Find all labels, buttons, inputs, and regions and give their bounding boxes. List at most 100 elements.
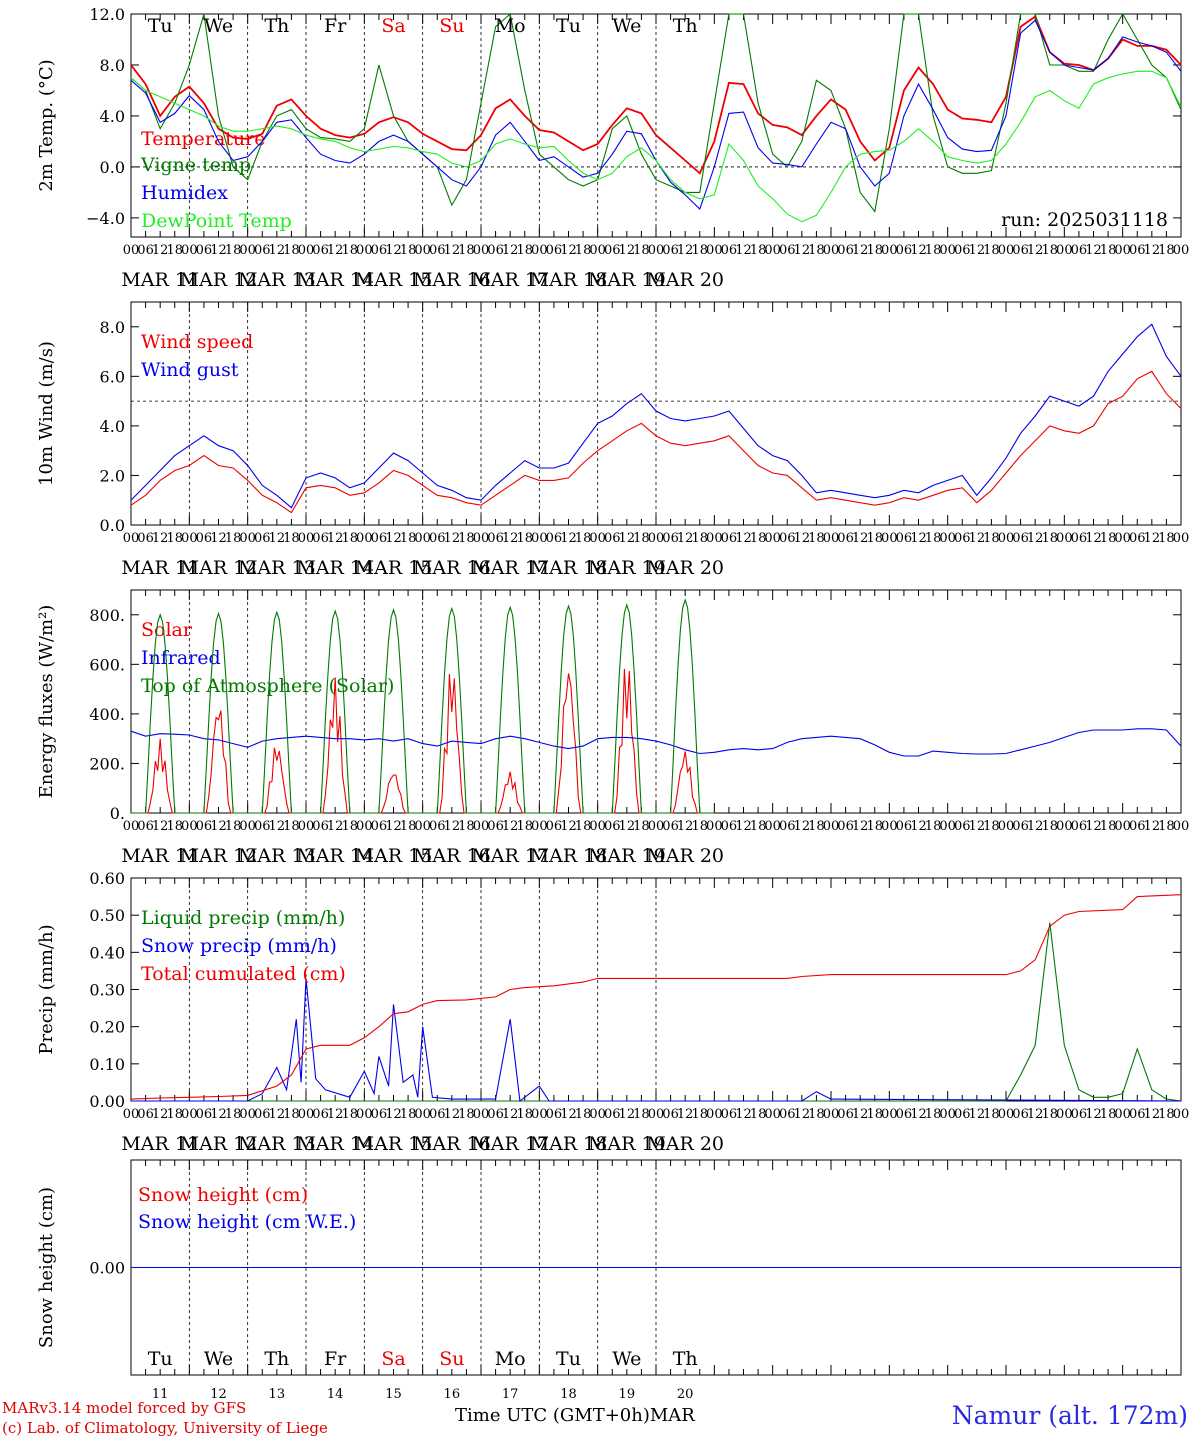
energy-hour-label: 18 (925, 819, 942, 834)
temp-hour-label: 00 (881, 243, 898, 258)
wind-ytick-label: 0.0 (100, 516, 125, 535)
wind-hour-label: 12 (677, 531, 694, 546)
precip-hour-label: 18 (1100, 1107, 1117, 1122)
temp-hour-label: 00 (823, 243, 840, 258)
temp-hour-label: 12 (152, 243, 169, 258)
wind-hour-label: 06 (137, 531, 154, 546)
bottom-day-number: 17 (502, 1387, 519, 1402)
precip-hour-label: 18 (1158, 1107, 1175, 1122)
energy-hour-label: 06 (604, 819, 621, 834)
temp-hour-label: 00 (473, 243, 490, 258)
temp-hour-label: 06 (1129, 243, 1146, 258)
top-day-name: We (204, 15, 233, 37)
precip-hour-label: 18 (808, 1107, 825, 1122)
precip-hour-label: 12 (560, 1107, 577, 1122)
wind-legend-1: Wind gust (141, 359, 239, 381)
precip-hour-label: 12 (502, 1107, 519, 1122)
bottom-day-number: 16 (444, 1387, 461, 1402)
temp-hour-label: 18 (458, 243, 475, 258)
wind-hour-label: 12 (210, 531, 227, 546)
wind-date-label: MAR 20 (646, 557, 724, 579)
bottom-day-name: Sa (381, 1348, 405, 1370)
precip-hour-label: 00 (181, 1107, 198, 1122)
precip-hour-label: 12 (327, 1107, 344, 1122)
precip-hour-label: 06 (837, 1107, 854, 1122)
energy-hour-label: 00 (123, 819, 140, 834)
bottom-day-number: 19 (619, 1387, 636, 1402)
temp-hour-label: 00 (939, 243, 956, 258)
model-credit: MARv3.14 model forced by GFS (2, 1399, 247, 1417)
wind-hour-label: 00 (648, 531, 665, 546)
wind-hour-label: 12 (1144, 531, 1161, 546)
temp-legend-0: Temperature (141, 128, 265, 150)
precip-hour-label: 06 (196, 1107, 213, 1122)
wind-hour-label: 18 (866, 531, 883, 546)
temp-series-vigne-temp (130, 12, 1182, 213)
precip-hour-label: 06 (254, 1107, 271, 1122)
bottom-day-name: Tu (148, 1348, 173, 1370)
energy-hour-label: 18 (283, 819, 300, 834)
energy-hour-label: 18 (866, 819, 883, 834)
wind-hour-label: 06 (487, 531, 504, 546)
temp-hour-label: 12 (1144, 243, 1161, 258)
precip-hour-label: 12 (1144, 1107, 1161, 1122)
energy-hour-label: 00 (706, 819, 723, 834)
energy-hour-label: 12 (152, 819, 169, 834)
temp-hour-label: 18 (283, 243, 300, 258)
wind-hour-label: 12 (969, 531, 986, 546)
precip-hour-label: 18 (458, 1107, 475, 1122)
wind-date-label: MAR 18 (530, 557, 608, 579)
wind-hour-label: 06 (429, 531, 446, 546)
energy-hour-label: 18 (1100, 819, 1117, 834)
snow-ytick-label: 0.00 (89, 1259, 125, 1278)
bottom-day-name: Fr (324, 1348, 347, 1370)
wind-hour-label: 18 (400, 531, 417, 546)
energy-hour-label: 12 (852, 819, 869, 834)
wind-hour-label: 18 (575, 531, 592, 546)
energy-hour-label: 00 (1056, 819, 1073, 834)
bottom-day-number: 12 (210, 1387, 227, 1402)
wind-date-label: MAR 17 (471, 557, 549, 579)
temp-hour-label: 18 (925, 243, 942, 258)
energy-hour-label: 00 (764, 819, 781, 834)
top-day-name: Mo (495, 15, 526, 37)
temp-hour-label: 00 (123, 243, 140, 258)
temp-hour-label: 12 (794, 243, 811, 258)
temp-hour-label: 18 (691, 243, 708, 258)
wind-hour-label: 00 (939, 531, 956, 546)
energy-hour-label: 06 (312, 819, 329, 834)
wind-hour-label: 12 (444, 531, 461, 546)
energy-hour-label: 12 (502, 819, 519, 834)
energy-series-infrared (130, 728, 1182, 757)
bottom-day-number: 15 (385, 1387, 402, 1402)
precip-hour-label: 18 (516, 1107, 533, 1122)
precip-date-label: MAR 20 (646, 1133, 724, 1155)
energy-hour-label: 12 (1085, 819, 1102, 834)
energy-hour-label: 00 (881, 819, 898, 834)
energy-hour-label: 00 (1173, 819, 1190, 834)
precip-hour-label: 06 (371, 1107, 388, 1122)
wind-hour-label: 00 (881, 531, 898, 546)
precip-hour-label: 12 (210, 1107, 227, 1122)
energy-hour-label: 00 (473, 819, 490, 834)
energy-date-label: MAR 12 (180, 845, 258, 867)
precip-ytick-label: 0.00 (89, 1092, 125, 1111)
wind-hour-label: 18 (808, 531, 825, 546)
top-day-name: Tu (556, 15, 581, 37)
wind-hour-label: 18 (166, 531, 183, 546)
energy-hour-label: 00 (239, 819, 256, 834)
wind-hour-label: 06 (604, 531, 621, 546)
bottom-day-number: 20 (677, 1387, 694, 1402)
wind-plot-frame (130, 301, 1182, 526)
energy-ytick-label: 400. (89, 705, 125, 724)
wind-hour-label: 00 (706, 531, 723, 546)
precip-hour-label: 00 (1114, 1107, 1131, 1122)
wind-hour-label: 06 (1012, 531, 1029, 546)
temp-legend-1: Vigne temp (140, 154, 251, 176)
energy-date-label: MAR 14 (296, 845, 374, 867)
x-axis-title: Time UTC (GMT+0h)MAR (455, 1405, 695, 1426)
temp-hour-label: 18 (633, 243, 650, 258)
wind-hour-label: 18 (925, 531, 942, 546)
bottom-day-name: Mo (495, 1348, 526, 1370)
energy-hour-label: 12 (677, 819, 694, 834)
